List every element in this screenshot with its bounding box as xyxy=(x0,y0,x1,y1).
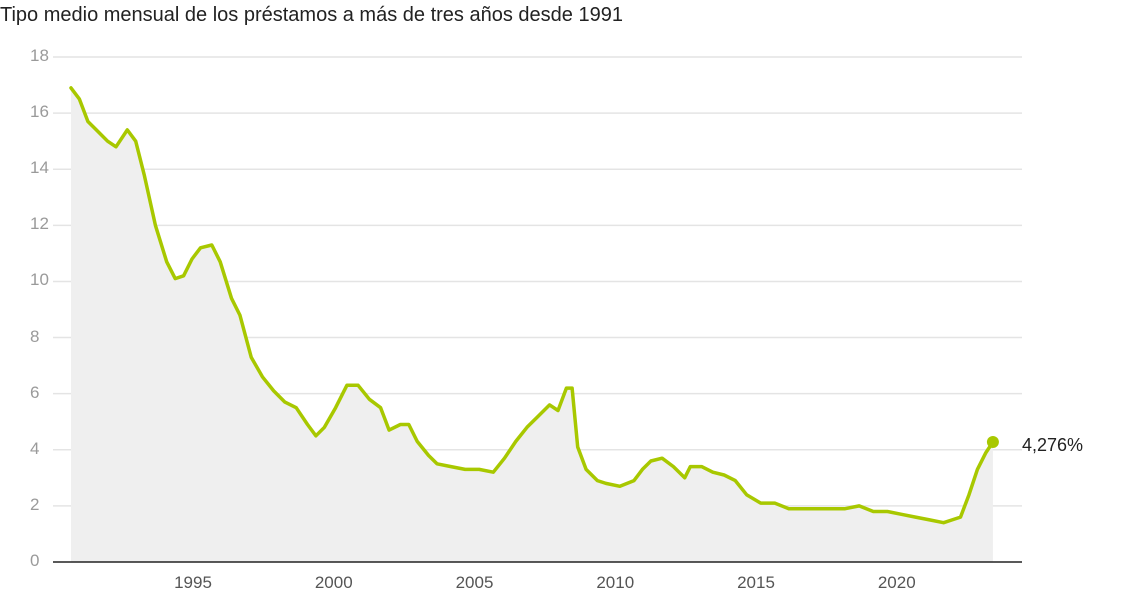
x-tick-label: 1995 xyxy=(174,573,212,592)
y-tick-label: 8 xyxy=(30,326,40,346)
y-tick-label: 10 xyxy=(30,270,49,290)
y-tick-label: 2 xyxy=(30,494,40,514)
y-tick-label: 0 xyxy=(30,551,40,570)
y-tick-label: 12 xyxy=(30,214,49,234)
y-tick-label: 4 xyxy=(30,438,40,458)
end-value-label: 4,276% xyxy=(1022,435,1084,455)
y-tick-label: 18 xyxy=(30,46,49,65)
x-tick-label: 2005 xyxy=(455,573,494,592)
y-tick-label: 14 xyxy=(30,158,49,178)
x-tick-label: 2020 xyxy=(877,573,916,592)
area-fill xyxy=(71,87,993,563)
data-line xyxy=(69,86,995,525)
y-tick-label: 16 xyxy=(30,102,49,122)
x-tick-label: 2015 xyxy=(737,573,775,592)
end-point-marker xyxy=(986,436,999,449)
chart-title: Tipo medio mensual de los préstamos a má… xyxy=(0,4,623,26)
y-tick-label: 6 xyxy=(30,382,40,402)
x-tick-label: 2000 xyxy=(314,573,353,592)
x-tick-label: 2010 xyxy=(596,573,635,592)
